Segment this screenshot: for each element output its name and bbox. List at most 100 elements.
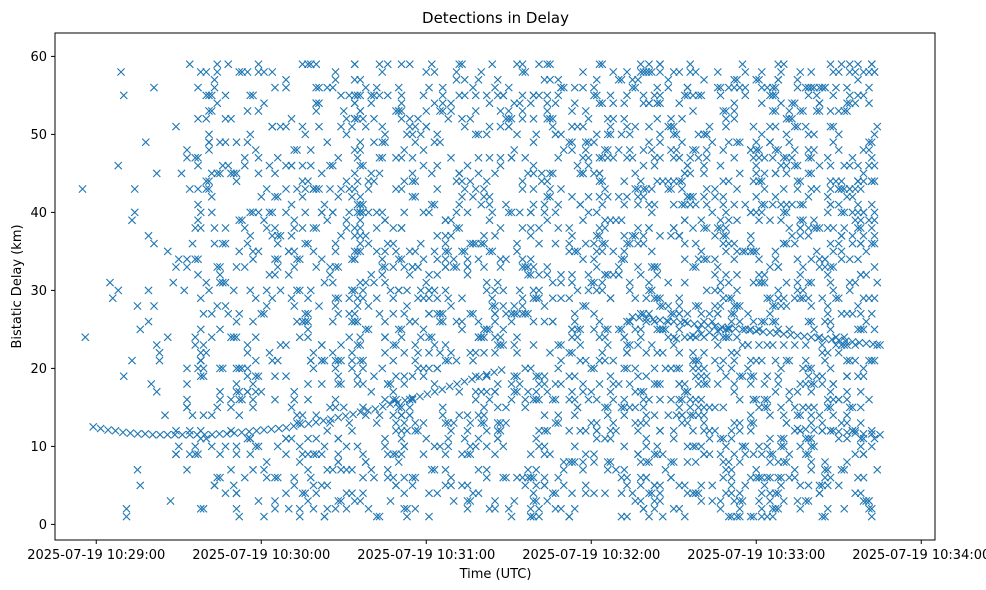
data-point — [482, 465, 491, 474]
data-point — [342, 224, 351, 232]
data-point — [163, 333, 172, 342]
data-point — [636, 473, 645, 482]
data-point — [513, 348, 521, 357]
data-point — [199, 411, 208, 420]
data-point — [378, 263, 387, 271]
data-point — [298, 122, 307, 131]
data-point — [601, 270, 609, 279]
data-point — [510, 372, 519, 381]
data-point — [345, 419, 354, 427]
data-point — [667, 473, 675, 482]
data-point — [760, 200, 769, 209]
data-point — [738, 341, 747, 349]
data-point — [760, 169, 769, 178]
data-point — [741, 68, 750, 76]
data-point — [779, 497, 788, 505]
data-point — [353, 341, 362, 349]
data-point — [815, 489, 824, 498]
data-point — [315, 99, 323, 108]
data-point — [766, 138, 774, 147]
y-tick-label: 50 — [30, 128, 47, 143]
data-point — [856, 419, 865, 427]
data-point — [370, 138, 378, 147]
data-point — [518, 255, 527, 264]
data-point — [570, 317, 579, 326]
data-point — [730, 497, 739, 505]
data-point — [224, 309, 233, 318]
data-point — [326, 419, 334, 427]
data-point — [526, 473, 535, 482]
data-point — [595, 231, 604, 240]
data-point — [675, 231, 684, 240]
data-point — [636, 309, 645, 318]
data-point — [647, 341, 656, 349]
data-point — [832, 294, 840, 303]
data-point — [675, 348, 684, 357]
data-point — [804, 278, 813, 287]
data-point — [422, 68, 431, 76]
data-point — [254, 153, 263, 162]
data-point — [548, 278, 557, 287]
data-point — [790, 465, 799, 474]
data-point — [535, 426, 543, 435]
data-point — [697, 91, 706, 100]
data-point — [381, 333, 389, 342]
data-point — [823, 192, 832, 201]
data-point — [788, 231, 796, 240]
data-point — [730, 99, 739, 108]
data-point — [856, 442, 865, 451]
data-point — [634, 450, 642, 459]
data-point — [870, 208, 879, 217]
data-point — [730, 153, 739, 162]
data-point — [334, 372, 343, 381]
data-point — [408, 481, 417, 490]
data-point — [678, 200, 686, 209]
data-point — [221, 239, 230, 248]
data-point — [702, 185, 711, 193]
data-point — [474, 411, 483, 420]
data-point — [513, 130, 521, 139]
data-point — [746, 512, 755, 521]
data-point — [252, 426, 261, 435]
data-point — [350, 317, 359, 326]
data-point — [397, 325, 406, 334]
data-point — [683, 489, 692, 498]
data-point — [348, 364, 356, 373]
data-point — [826, 177, 835, 186]
data-point — [587, 387, 596, 396]
data-point — [477, 68, 486, 76]
data-point — [191, 442, 200, 451]
data-point — [554, 153, 563, 162]
data-point — [150, 239, 158, 248]
data-point — [741, 442, 750, 451]
data-point — [837, 465, 846, 474]
data-point — [760, 481, 769, 490]
data-point — [526, 99, 535, 108]
data-point — [766, 434, 774, 443]
data-point — [859, 473, 868, 482]
data-point — [488, 208, 497, 217]
data-point — [342, 177, 351, 186]
data-point — [320, 278, 329, 287]
data-point — [647, 247, 656, 256]
data-point — [658, 325, 667, 334]
data-point — [603, 465, 612, 474]
data-point — [507, 395, 516, 404]
data-point — [689, 146, 697, 154]
data-point — [144, 317, 153, 326]
data-point — [524, 465, 532, 474]
data-point — [518, 91, 527, 100]
data-point — [859, 169, 868, 178]
data-point — [870, 294, 879, 303]
data-point — [708, 481, 717, 490]
data-point — [438, 91, 447, 100]
data-point — [623, 239, 631, 248]
data-point — [488, 302, 497, 310]
data-point — [218, 278, 227, 287]
data-point — [210, 83, 219, 92]
data-point — [441, 231, 450, 240]
data-point — [262, 473, 271, 482]
data-point — [317, 208, 326, 217]
data-point — [238, 395, 246, 404]
data-point — [664, 278, 673, 287]
